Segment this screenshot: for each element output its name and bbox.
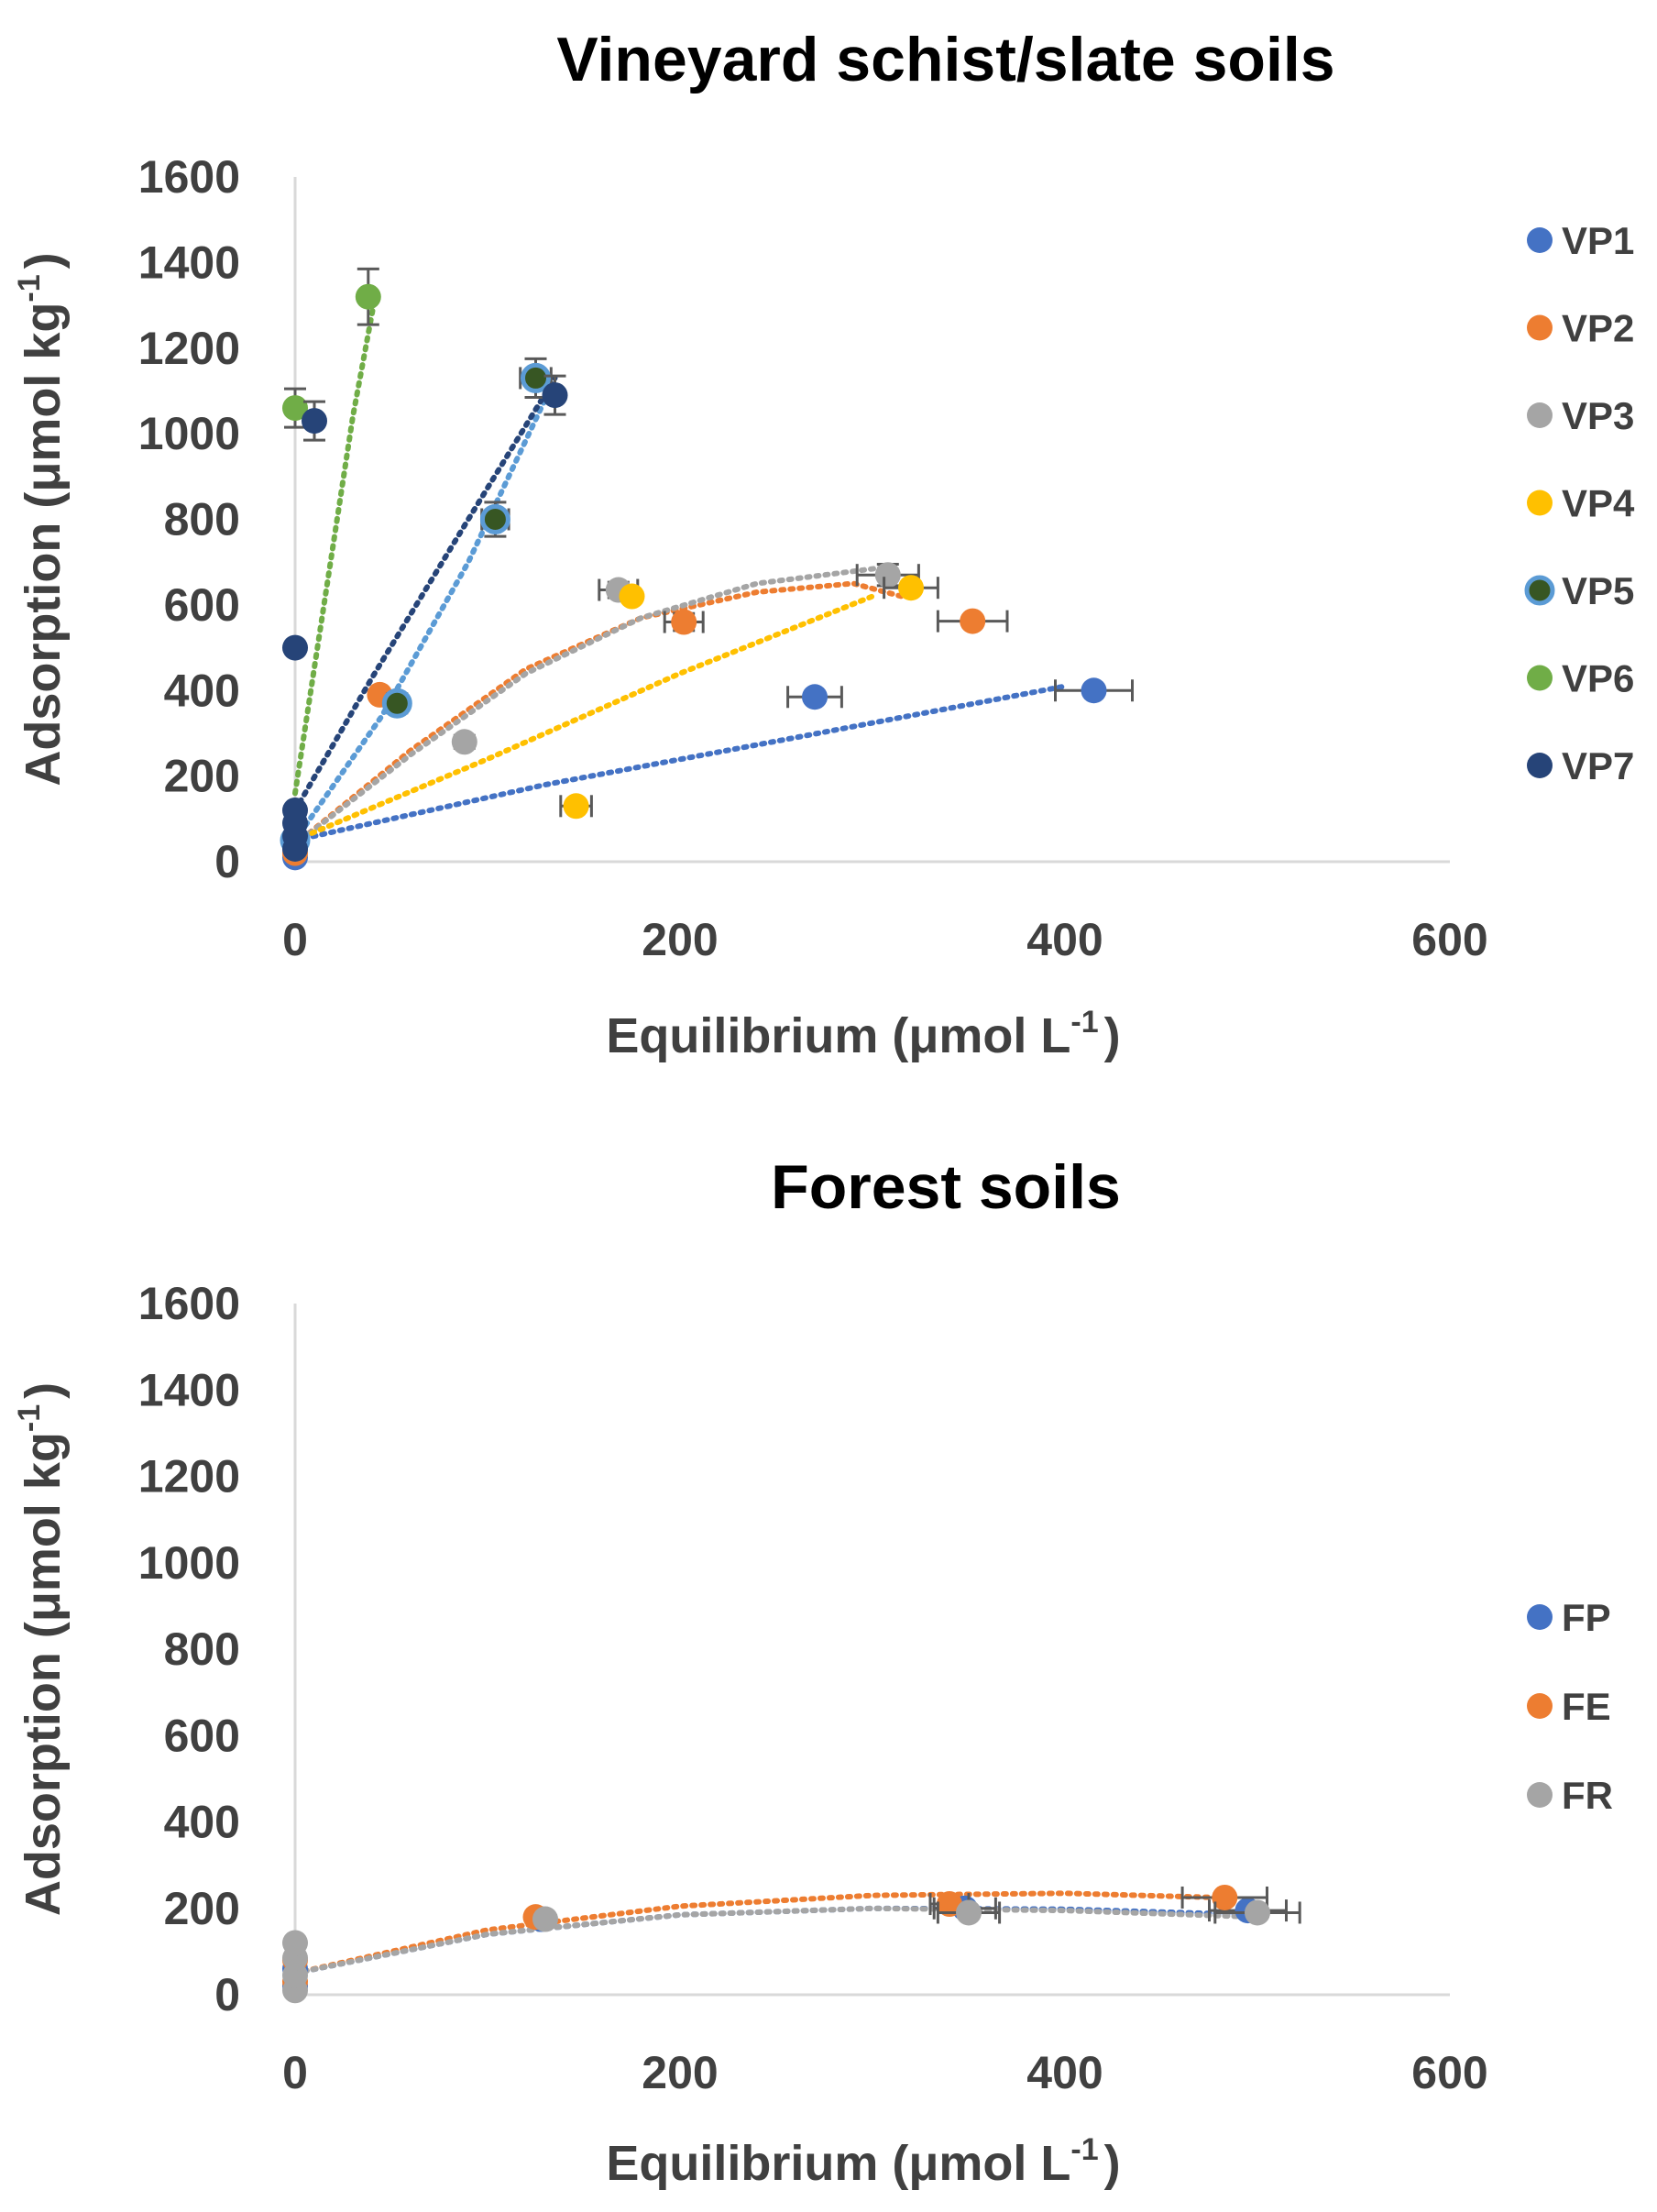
x-axis-label-superscript: -1	[1070, 1005, 1098, 1040]
data-point-vp6	[282, 395, 308, 422]
legend-marker-fe	[1527, 1693, 1553, 1719]
y-axis-label-text: Adsorption (μmol kg	[16, 1432, 71, 1916]
y-tick-label: 200	[164, 1883, 240, 1934]
data-point-vp4	[898, 575, 924, 601]
data-point-vp1	[1081, 677, 1107, 704]
y-tick-label: 800	[164, 494, 240, 545]
y-tick-label: 400	[164, 1797, 240, 1848]
legend-label-fp: FP	[1562, 1596, 1611, 1639]
y-axis-label-superscript: -1	[12, 1404, 47, 1432]
y-tick-label: 1400	[138, 237, 240, 288]
data-point-vp2	[960, 608, 986, 634]
legend-label-vp7: VP7	[1562, 744, 1634, 787]
trendline-vp1	[292, 683, 1068, 843]
legend-label-vp4: VP4	[1562, 482, 1635, 525]
legend-label-vp6: VP6	[1562, 657, 1634, 700]
legend-label-fe: FE	[1562, 1685, 1611, 1728]
legend-label-vp2: VP2	[1562, 307, 1634, 350]
legend-marker-vp4	[1527, 490, 1553, 516]
legend-label-vp5: VP5	[1562, 569, 1634, 612]
data-point-fe	[937, 1891, 962, 1918]
trendline-vp4	[292, 593, 875, 843]
y-tick-label: 600	[164, 579, 240, 631]
y-tick-label: 600	[164, 1710, 240, 1761]
chart-1: Vineyard schist/slate soils 0 200 400 600 800…	[12, 25, 1635, 1063]
x-tick-label: 400	[1026, 914, 1103, 965]
trendline-vp7	[292, 375, 558, 813]
data-point-vp7	[282, 634, 308, 661]
legend-label-fr: FR	[1562, 1774, 1613, 1817]
y-axis-label-superscript: -1	[12, 274, 47, 302]
trendline-vp6	[292, 290, 379, 797]
legend-marker-vp3	[1527, 402, 1553, 428]
data-point-fr	[282, 1930, 308, 1956]
data-point-vp4	[563, 793, 589, 820]
legend-marker-fr	[1527, 1782, 1553, 1808]
legend-marker-vp1	[1527, 227, 1553, 253]
legend-label-vp3: VP3	[1562, 394, 1634, 437]
chart-title: Vineyard schist/slate soils	[556, 25, 1334, 94]
chart-2: Forest soils 0 200 400 600 800 1000 1200 1400 160…	[12, 1152, 1613, 2191]
y-tick-label: 800	[164, 1623, 240, 1675]
y-axis-label-text: Adsorption (μmol kg	[16, 303, 71, 787]
y-tick-label: 1200	[138, 1451, 240, 1502]
y-tick-label: 200	[164, 751, 240, 802]
x-tick-label: 600	[1411, 914, 1487, 965]
x-axis-label-text: Equilibrium (μmol L	[606, 2136, 1070, 2191]
x-tick-label: 400	[1026, 2047, 1103, 2098]
y-axis-label: Adsorption (μmol kg-1)	[12, 1382, 71, 1916]
y-tick-label: 0	[214, 836, 240, 887]
x-tick-label: 200	[642, 914, 718, 965]
data-point-vp5	[521, 362, 551, 393]
data-point-vp7	[302, 408, 327, 435]
x-tick-label: 0	[282, 914, 308, 965]
legend-marker-vp5	[1524, 575, 1555, 606]
data-point-fr	[956, 1899, 982, 1926]
x-axis-label: Equilibrium (μmol L-1)	[606, 1005, 1120, 1063]
x-axis-label-text: Equilibrium (μmol L	[606, 1008, 1070, 1063]
x-axis-label: Equilibrium (μmol L-1)	[606, 2132, 1120, 2191]
data-point-vp7	[282, 835, 308, 862]
legend-label-vp1: VP1	[1562, 219, 1634, 262]
data-point-vp2	[671, 609, 697, 635]
y-tick-label: 1200	[138, 323, 240, 374]
data-point-vp4	[619, 583, 645, 610]
data-point-vp3	[451, 729, 477, 755]
chart-title: Forest soils	[771, 1152, 1121, 1222]
data-point-vp6	[355, 283, 381, 310]
data-point-vp7	[542, 382, 568, 409]
data-point-fe	[1212, 1884, 1238, 1910]
y-tick-label: 1600	[138, 151, 240, 203]
data-point-vp5	[479, 504, 510, 534]
trendline-fr	[292, 1905, 1260, 1976]
x-tick-label: 0	[282, 2047, 308, 2098]
y-tick-label: 1400	[138, 1364, 240, 1415]
y-tick-label: 1600	[138, 1278, 240, 1329]
x-axis-label-end: )	[1104, 1008, 1121, 1063]
data-point-fr	[532, 1906, 558, 1932]
legend-marker-vp2	[1527, 314, 1553, 341]
y-tick-label: 1000	[138, 408, 240, 459]
y-axis-label-end: )	[16, 252, 71, 269]
data-point-vp1	[802, 684, 828, 710]
legend-marker-fp	[1527, 1604, 1553, 1630]
trendline-vp3	[292, 563, 894, 848]
y-tick-label: 1000	[138, 1537, 240, 1589]
x-axis-label-end: )	[1104, 2136, 1121, 2191]
y-tick-label: 400	[164, 665, 240, 716]
x-tick-label: 200	[642, 2047, 718, 2098]
x-axis-label-superscript: -1	[1070, 2132, 1098, 2167]
trendline-vp5	[292, 388, 553, 843]
trendline-fe	[292, 1890, 1222, 1976]
data-point-fr	[1245, 1899, 1270, 1926]
y-axis-label: Adsorption (μmol kg-1)	[12, 252, 71, 786]
y-tick-label: 0	[214, 1969, 240, 2020]
x-tick-label: 600	[1411, 2047, 1487, 2098]
legend-marker-vp7	[1527, 753, 1553, 778]
data-point-vp5	[381, 688, 412, 719]
data-point-vp3	[874, 562, 901, 589]
legend-marker-vp6	[1527, 665, 1553, 691]
y-axis-label-end: )	[16, 1382, 71, 1399]
